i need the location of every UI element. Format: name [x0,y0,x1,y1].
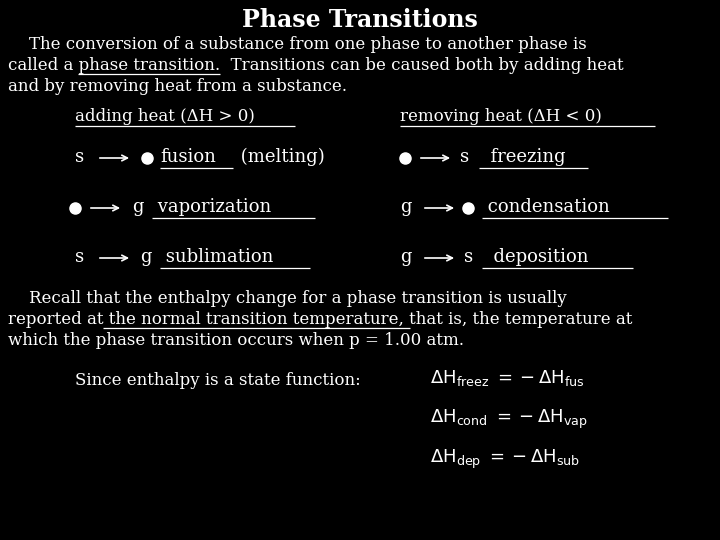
Text: sublimation: sublimation [160,248,274,266]
Text: which the phase transition occurs when p = 1.00 atm.: which the phase transition occurs when p… [8,332,464,349]
Text: g: g [400,198,412,216]
Text: s: s [75,248,84,266]
Text: g: g [132,198,143,216]
Text: condensation: condensation [482,198,610,216]
Text: removing heat (ΔH < 0): removing heat (ΔH < 0) [400,108,602,125]
Text: s: s [464,248,473,266]
Text: adding heat (ΔH > 0): adding heat (ΔH > 0) [75,108,255,125]
Text: $\mathrm{\Delta H_{cond}}$ $\mathrm{= - \Delta H_{vap}}$: $\mathrm{\Delta H_{cond}}$ $\mathrm{= - … [430,408,588,431]
Text: g: g [140,248,151,266]
Text: $\mathrm{\Delta H_{dep}}$ $\mathrm{= - \Delta H_{sub}}$: $\mathrm{\Delta H_{dep}}$ $\mathrm{= - \… [430,448,580,471]
Text: called a phase transition.  Transitions can be caused both by adding heat: called a phase transition. Transitions c… [8,57,624,74]
Text: s: s [460,148,469,166]
Text: reported at the normal transition temperature, that is, the temperature at: reported at the normal transition temper… [8,311,632,328]
Text: (melting): (melting) [235,148,325,166]
Text: freezing: freezing [479,148,566,166]
Text: $\mathrm{\Delta H_{freez}}$ $\mathrm{= - \Delta H_{fus}}$: $\mathrm{\Delta H_{freez}}$ $\mathrm{= -… [430,368,585,388]
Text: Since enthalpy is a state function:: Since enthalpy is a state function: [75,372,361,389]
Text: Phase Transitions: Phase Transitions [242,8,478,32]
Text: The conversion of a substance from one phase to another phase is: The conversion of a substance from one p… [8,36,587,53]
Text: s: s [75,148,84,166]
Text: g: g [400,248,412,266]
Text: fusion: fusion [160,148,216,166]
Text: and by removing heat from a substance.: and by removing heat from a substance. [8,78,347,95]
Text: Recall that the enthalpy change for a phase transition is usually: Recall that the enthalpy change for a ph… [8,290,567,307]
Text: vaporization: vaporization [152,198,271,216]
Text: deposition: deposition [482,248,588,266]
